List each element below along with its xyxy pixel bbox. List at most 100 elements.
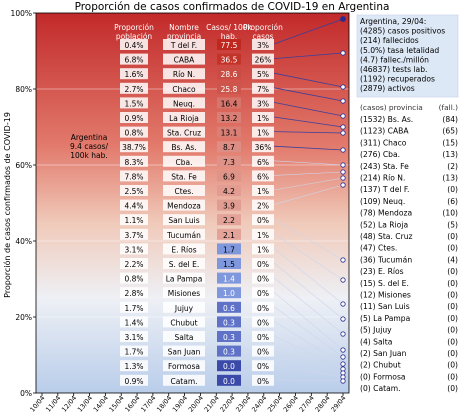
plot-frame [35,12,350,394]
sidebar-province: (12) Misiones [360,291,411,300]
connector-line [273,18,344,45]
endpoint-marker [340,169,346,175]
population-cell: 7.8% [124,172,143,181]
province-cell: T del F. [170,41,197,50]
table-row: 2.7% Chaco 25.8 7% [120,82,274,94]
sidebar-province: (137) T del F. [360,185,409,194]
sidebar-deaths: (6) [447,197,458,206]
connector-line [273,291,344,351]
per100k-cell-bg [217,53,241,65]
table-row: 3.1% Salta 0.3 0% [120,331,274,342]
endpoint-marker [340,331,346,337]
population-cell: 3.1% [124,245,143,254]
per100k-cell-bg [217,272,241,284]
sidebar-province: (311) Chaco [360,138,407,147]
x-tick-label: 17/04 [139,394,157,413]
province-cell-bg [163,258,205,269]
population-cell: 38.7% [122,143,146,152]
table-row: 1.7% San Juan 0.3 0% [120,345,274,357]
sidebar-row: (5) Jujuy (0) [360,326,458,335]
per100k-cell-bg [217,287,241,299]
x-tick-label: 14/04 [92,394,110,413]
sidebar-row: (243) Sta. Fe (2) [360,162,458,171]
share-cell-bg [252,228,274,240]
sidebar-deaths: (0) [447,302,458,311]
x-tick-label: 13/04 [76,394,94,413]
sidebar-deaths: (0) [447,291,458,300]
sidebar-deaths: (13) [442,150,458,159]
argentina-label-line: Argentina [71,133,108,142]
population-cell-bg [120,82,148,94]
sidebar-deaths: (0) [447,384,458,393]
connector-line [273,350,344,374]
sidebar-province: (243) Sta. Fe [360,162,409,171]
table-row: 1.6% Río N. 28.6 5% [120,68,274,80]
population-cell-bg [120,170,148,182]
population-cell: 3.7% [124,231,143,240]
share-cell: 6% [257,158,269,167]
chart-title: Proporción de casos confirmados de COVID… [75,1,390,13]
per100k-cell: 25.8 [221,85,238,94]
share-cell: 36% [255,143,272,152]
population-cell: 8.3% [124,158,143,167]
share-cell-bg [252,53,274,65]
connector-line [273,262,344,320]
table-row: 1.4% Chubut 0.3 0% [120,316,274,328]
province-cell-bg [163,141,205,153]
x-tick-label: 20/04 [187,394,205,413]
per100k-cell-bg [217,199,241,211]
y-tick-label: 80% [15,85,32,94]
province-cell-bg [163,360,205,372]
province-cell-bg [163,272,205,284]
connector-line [273,218,344,261]
per100k-cell-bg [217,301,241,313]
per100k-cell-bg [217,185,241,196]
province-table: ProporciónpoblaciónNombreprovinciaCasos/… [70,23,283,386]
sidebar-header-left: (casos) provincia [360,103,423,112]
province-sidebar: Argentina, 29/04:(4285) casos positivos(… [356,14,459,393]
table-row: 0.4% T del F. 77.5 3% [120,39,274,50]
population-cell: 4.4% [124,202,143,211]
connector-line [273,335,344,370]
province-cell: Misiones [168,289,201,298]
population-cell: 1.5% [124,99,143,108]
share-cell-bg [252,97,274,109]
sidebar-province: (23) E. Ríos [360,267,404,276]
share-cell-bg [252,155,274,167]
summary-box [356,14,459,98]
province-cell-bg [163,301,205,313]
province-cell-bg [163,374,205,386]
population-cell-bg [120,185,148,196]
endpoint-marker [340,113,346,119]
connector-line [273,72,344,88]
sidebar-province: (36) Tucumán [360,255,412,264]
share-cell: 1% [257,129,269,138]
sidebar-deaths: (13) [442,174,458,183]
province-cell-bg [163,39,205,50]
province-cell-bg [163,53,205,65]
per100k-cell: 16.4 [221,99,238,108]
province-cell: CABA [174,56,196,65]
per100k-cell-bg [217,97,241,109]
sidebar-province: (4) Salta [360,337,392,346]
per100k-cell: 36.5 [221,56,238,65]
summary-line: (5.0%) tasa letalidad [360,46,439,55]
population-cell-bg [120,155,148,167]
x-tick-label: 12/04 [60,394,78,413]
per100k-cell-bg [217,228,241,240]
province-cell: Chaco [172,85,196,94]
share-cell: 1% [257,231,269,240]
x-tick-label: 28/04 [314,394,332,413]
province-cell: Salta [175,333,194,342]
connector-line [273,131,344,134]
connector-line [273,379,344,382]
table-row: 7.8% Sta. Fe 6.9 6% [120,170,274,182]
sidebar-deaths: (0) [447,279,458,288]
population-cell-bg [120,316,148,328]
per100k-cell: 13.1 [221,129,238,138]
per100k-cell-bg [217,82,241,94]
sidebar-row: (109) Neuq. (6) [360,197,458,206]
share-cell-bg [252,243,274,255]
y-tick-label: 0% [20,389,32,398]
endpoint-marker [340,378,346,384]
